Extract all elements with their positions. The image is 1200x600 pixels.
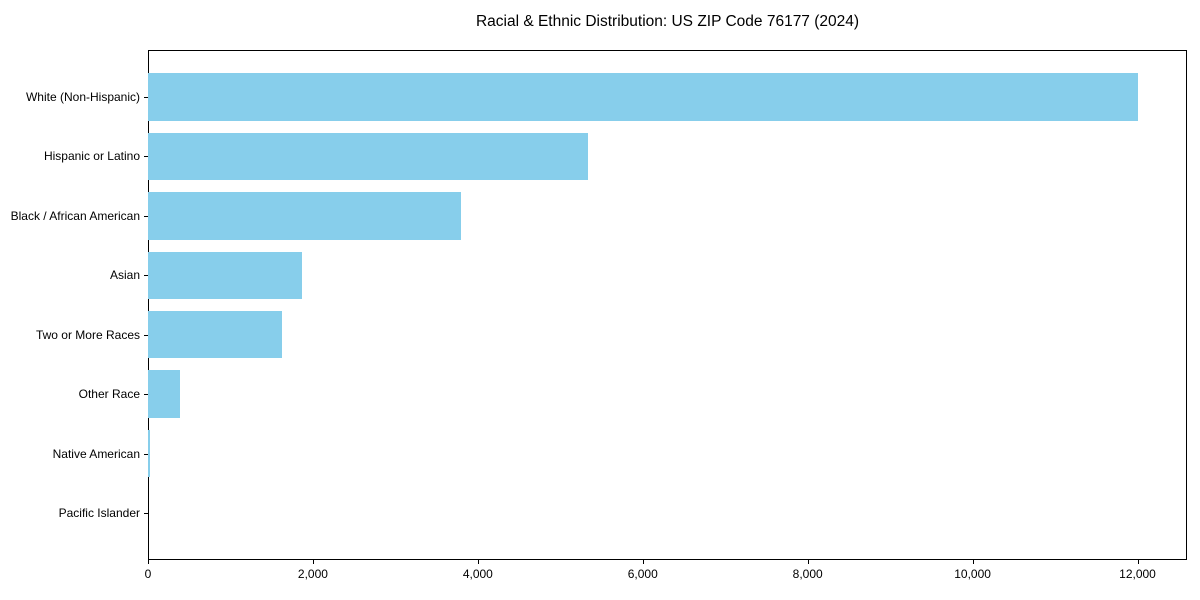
x-tick-label: 12,000 [1119,567,1156,581]
y-tick-label: White (Non-Hispanic) [25,89,140,104]
x-tick-mark [642,560,644,564]
x-tick-label: 6,000 [627,567,658,581]
y-tick-mark [144,453,148,455]
x-tick-label: 8,000 [792,567,823,581]
bar [148,310,283,359]
x-tick-label: 4,000 [462,567,493,581]
x-tick-mark [148,560,149,564]
bar [148,73,1138,121]
y-tick-mark [144,96,148,98]
y-tick-mark [144,513,148,515]
bar [148,132,588,181]
x-tick-label: 10,000 [954,567,991,581]
bar [148,429,151,478]
y-tick-mark [144,334,148,336]
bar [148,370,181,418]
x-tick-label: 0 [144,567,152,581]
x-tick-mark [972,560,974,564]
y-tick-mark [144,394,148,396]
y-tick-mark [144,156,148,158]
y-tick-label: Other Race [78,387,140,402]
chart-title: Racial & Ethnic Distribution: US ZIP Cod… [475,13,860,30]
x-tick-mark [477,560,479,564]
x-tick-label: 2,000 [297,567,328,581]
y-tick-label: Pacific Islander [58,506,140,521]
x-tick-mark [807,560,809,564]
plot-area [148,50,1187,560]
y-tick-label: Asian [109,268,140,283]
y-tick-label: Native American [52,446,140,461]
y-tick-label: Hispanic or Latino [43,149,140,164]
y-tick-mark [144,275,148,277]
x-tick-mark [312,560,314,564]
bar [148,251,303,300]
bar [148,192,462,240]
y-tick-mark [144,215,148,217]
y-tick-label: Black / African American [10,208,140,223]
x-tick-mark [1137,560,1139,564]
y-tick-label: Two or More Races [35,327,140,342]
